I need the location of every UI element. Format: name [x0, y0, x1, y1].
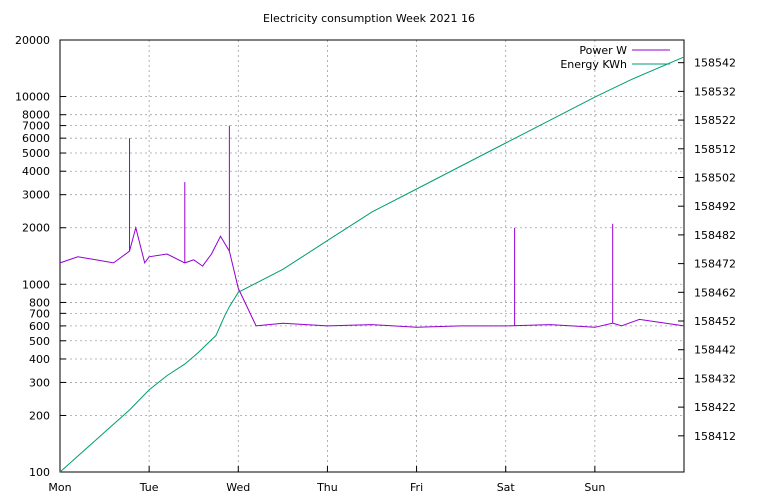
y-left-tick-label: 4000: [22, 165, 50, 178]
y-right-tick-label: 158412: [694, 430, 736, 443]
legend: Power W Energy KWh: [560, 44, 670, 71]
y-left-tick-label: 700: [29, 307, 50, 320]
y-left-tick-label: 2000: [22, 222, 50, 235]
x-tick-label: Wed: [226, 481, 250, 494]
y-left-tick-label: 7000: [22, 120, 50, 133]
y-left-tick-label: 10000: [15, 91, 50, 104]
chart-title: Electricity consumption Week 2021 16: [263, 12, 475, 25]
y-left-tick-label: 3000: [22, 189, 50, 202]
legend-label-energy: Energy KWh: [560, 58, 627, 71]
y-left-tick-label: 20000: [15, 34, 50, 47]
y-right-tick-label: 158472: [694, 258, 736, 271]
series-line-energy: [59, 56, 685, 473]
grid: [60, 40, 684, 472]
series-group: [59, 56, 685, 473]
y-left-tick-label: 800: [29, 296, 50, 309]
y-right-tick-label: 158512: [694, 143, 736, 156]
x-tick-label: Sat: [497, 481, 516, 494]
y-right-tick-label: 158482: [694, 229, 736, 242]
y-right-tick-label: 158492: [694, 200, 736, 213]
y-right-tick-label: 158532: [694, 85, 736, 98]
y-left-tick-label: 200: [29, 409, 50, 422]
x-tick-label: Fri: [410, 481, 423, 494]
right-axis: 158412 158422 158432 158442 158452 158462 1584…: [678, 57, 736, 443]
x-tick-label: Thu: [316, 481, 338, 494]
y-left-tick-label: 1000: [22, 278, 50, 291]
y-right-tick-label: 158522: [694, 114, 736, 127]
y-left-tick-label: 500: [29, 335, 50, 348]
y-right-tick-label: 158462: [694, 286, 736, 299]
y-right-tick-label: 158542: [694, 57, 736, 70]
y-right-tick-label: 158452: [694, 315, 736, 328]
x-tick-label: Mon: [48, 481, 71, 494]
x-axis: Mon Tue Wed Thu Fri Sat Sun: [48, 466, 605, 494]
y-left-tick-label: 300: [29, 376, 50, 389]
legend-label-power: Power W: [579, 44, 627, 57]
plot-area: [59, 39, 685, 473]
y-right-tick-label: 158432: [694, 372, 736, 385]
x-tick-label: Sun: [584, 481, 605, 494]
plot-border: [59, 39, 685, 473]
y-right-tick-label: 158422: [694, 401, 736, 414]
y-left-tick-label: 100: [29, 466, 50, 479]
x-tick-label: Tue: [139, 481, 159, 494]
y-left-tick-label: 400: [29, 353, 50, 366]
y-right-tick-label: 158442: [694, 344, 736, 357]
y-left-tick-label: 600: [29, 320, 50, 333]
y-right-tick-label: 158502: [694, 171, 736, 184]
y-left-tick-label: 5000: [22, 147, 50, 160]
y-left-tick-label: 6000: [22, 132, 50, 145]
series-line-power: [59, 225, 685, 328]
y-left-tick-label: 8000: [22, 109, 50, 122]
